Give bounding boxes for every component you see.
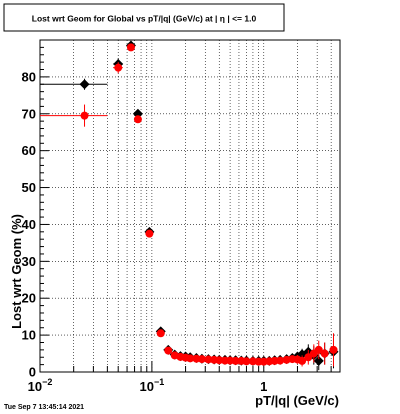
data-point-circle [276,356,285,365]
y-tick-label: 20 [22,291,36,306]
x-axis-ticks: 10−2 10−1 1 [28,361,332,394]
y-tick-label: 60 [22,143,36,158]
chart-title: Lost wrt Geom for Global vs pT/|q| (GeV/… [32,14,257,24]
data-point-circle [186,354,195,363]
data-point-circle [114,63,123,72]
data-point-circle [133,115,142,124]
y-tick-label: 10 [22,328,36,343]
data-point-circle [215,356,224,365]
data-point-circle [298,356,307,365]
data-point-circle [156,329,165,338]
title-box [3,3,285,32]
data-point-circle [231,356,240,365]
y-axis-label: Lost wrt Geom (%) [9,214,24,329]
data-point-circle [164,346,173,355]
y-axis-ticks: 0 10 20 30 40 50 60 70 80 [22,39,49,380]
data-point-circle [126,43,135,52]
data-series [40,40,339,371]
data-point-circle [320,349,329,358]
data-point-circle [197,355,206,364]
data-point-circle [314,345,323,354]
data-point-circle [145,229,154,238]
data-point-diamond [79,79,90,90]
y-tick-label: 70 [22,106,36,121]
y-tick-label: 30 [22,254,36,269]
y-tick-label: 50 [22,180,36,195]
x-tick-label: 1 [260,379,267,394]
plot-frame [39,39,341,373]
data-point-circle [329,345,338,354]
y-tick-label: 40 [22,217,36,232]
y-tick-label: 0 [29,365,36,380]
data-point-circle [204,355,213,364]
x-tick-label: 10−1 [140,377,165,394]
y-tick-label: 80 [22,69,36,84]
series-red [40,43,338,367]
x-tick-label: 10−2 [28,377,53,394]
data-point-diamond [313,355,324,366]
timestamp: Tue Sep 7 13:45:14 2021 [4,404,84,411]
grid-lines [40,40,340,372]
series-black [40,40,339,371]
data-point-circle [80,111,89,120]
x-axis-label: pT/|q| (GeV/c) [255,393,339,408]
data-point-circle [248,357,257,366]
data-point-circle [242,357,251,366]
